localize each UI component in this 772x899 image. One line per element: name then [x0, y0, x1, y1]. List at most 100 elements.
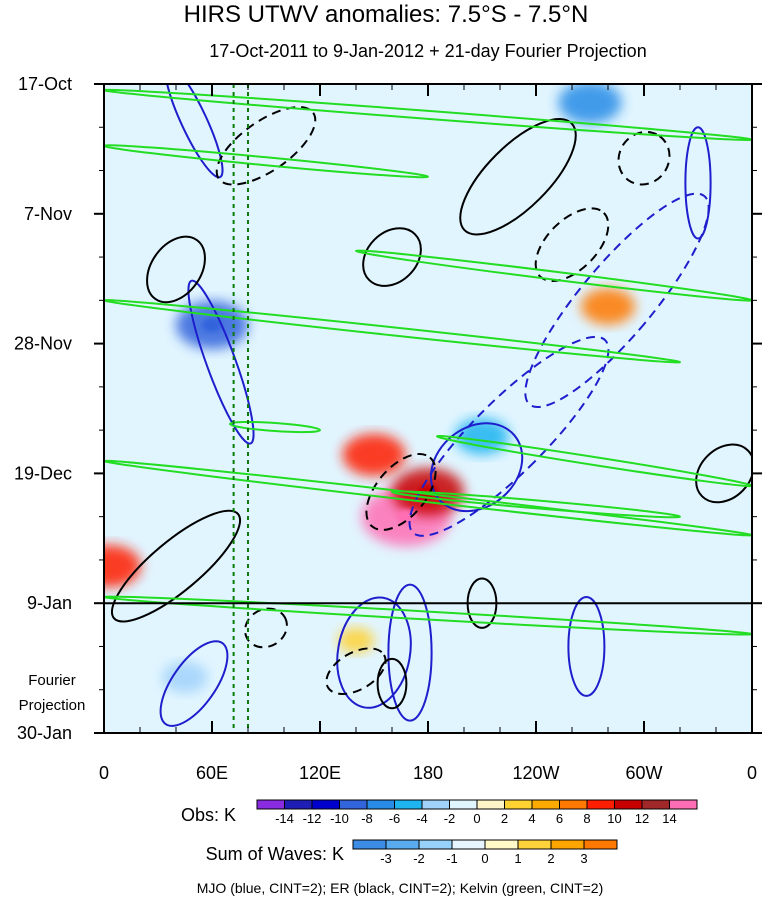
- colorbar-box: [550, 839, 585, 850]
- colorbar-box: [366, 799, 395, 810]
- colorbar-box: [614, 799, 643, 810]
- colorbar-box: [531, 799, 560, 810]
- y-tick-label: 7-Nov: [24, 204, 72, 224]
- obs-legend-label: Obs: K: [181, 805, 236, 825]
- colorbar-box: [451, 839, 486, 850]
- mjo-contour: [164, 84, 224, 179]
- mjo-contour: [408, 335, 610, 537]
- er-contour: [362, 227, 422, 287]
- x-tick-label: 0: [747, 763, 757, 783]
- colorbar-label: 1: [514, 851, 521, 866]
- colorbar-box: [559, 799, 588, 810]
- colorbar-box: [476, 799, 505, 810]
- colorbar-label: 10: [607, 811, 621, 826]
- colorbar-box: [284, 799, 313, 810]
- anomaly-feature: [337, 627, 375, 654]
- kelvin-contour: [435, 435, 752, 488]
- waves-legend-label: Sum of Waves: K: [206, 844, 344, 864]
- er-contour: [110, 509, 242, 623]
- colorbar-box: [504, 799, 533, 810]
- mjo-contour: [159, 640, 229, 727]
- chart-subtitle: 17-Oct-2011 to 9-Jan-2012 + 21-day Fouri…: [209, 41, 646, 61]
- y-tick-label: 19-Dec: [14, 463, 72, 483]
- er-contour: [534, 207, 610, 283]
- colorbar-box: [449, 799, 478, 810]
- x-tick-label: 0: [99, 763, 109, 783]
- contours-caption: MJO (blue, CINT=2); ER (black, CINT=2); …: [197, 880, 604, 896]
- colorbar-label: -6: [389, 811, 401, 826]
- y-tick-label: 17-Oct: [18, 74, 72, 94]
- colorbar-label: -12: [303, 811, 322, 826]
- mjo-contour: [336, 596, 412, 709]
- anomaly-feature: [104, 544, 141, 588]
- y-tick-label: 28-Nov: [14, 334, 72, 354]
- x-tick-label: 180: [413, 763, 443, 783]
- er-contour: [376, 657, 408, 710]
- forecast-label-line2: Projection: [19, 697, 86, 714]
- kelvin-contour: [104, 88, 752, 141]
- colorbar-box: [586, 799, 615, 810]
- anomaly-feature: [162, 661, 208, 693]
- er-contour: [325, 647, 387, 696]
- anomaly-feature: [558, 84, 622, 124]
- y-axis: 17-Oct 7-Nov 28-Nov 19-Dec 9-Jan 30-Jan: [14, 74, 762, 743]
- colorbar-label: 0: [481, 851, 488, 866]
- kelvin-contour: [390, 490, 682, 519]
- er-contour: [459, 117, 577, 236]
- x-tick-label: 60W: [625, 763, 662, 783]
- colorbar-label: 3: [580, 851, 587, 866]
- colorbar-box: [394, 799, 423, 810]
- er-contour: [695, 443, 752, 504]
- colorbar-label: -2: [413, 851, 425, 866]
- colorbar-label: 8: [583, 811, 590, 826]
- anomaly-core: [396, 509, 417, 524]
- plot-area: [104, 84, 752, 733]
- mjo-contour: [684, 126, 712, 240]
- mjo-contour: [567, 596, 606, 697]
- kelvin-contour: [228, 420, 322, 434]
- chart-title: HIRS UTWV anomalies: 7.5°S - 7.5°N: [184, 1, 589, 28]
- anomaly-feature: [580, 288, 636, 325]
- colorbar-box: [641, 799, 670, 810]
- colorbar-box: [583, 839, 618, 850]
- colorbar-label: 0: [473, 811, 480, 826]
- colorbar-label: 2: [501, 811, 508, 826]
- colorbar-label: 12: [635, 811, 649, 826]
- colorbar-box: [311, 799, 340, 810]
- waves-colorbar: -3 -2 -1 0 1 2 3: [352, 839, 618, 866]
- x-axis: 0 60E 120E 180 120W 60W 0: [99, 84, 757, 783]
- colorbar-box: [352, 839, 387, 850]
- y-tick-label: 30-Jan: [17, 723, 72, 743]
- anomaly-core: [202, 318, 222, 333]
- x-tick-label: 60E: [196, 763, 228, 783]
- colorbar-box: [339, 799, 368, 810]
- colorbar-label: -14: [275, 811, 294, 826]
- colorbar-box: [418, 839, 453, 850]
- mjo-contour: [524, 192, 710, 409]
- colorbar-box: [517, 839, 552, 850]
- colorbar-box: [484, 839, 519, 850]
- colorbar-box: [669, 799, 698, 810]
- obs-colorbar: -14 -12 -10 -8 -6 -4 -2 0 2 4 6 8 10 12 14: [256, 799, 698, 826]
- colorbar-label: 4: [528, 811, 535, 826]
- x-tick-label: 120E: [299, 763, 341, 783]
- colorbar-label: -4: [416, 811, 428, 826]
- colorbar-label: 14: [662, 811, 676, 826]
- x-tick-label: 120W: [512, 763, 559, 783]
- colorbar-label: -10: [330, 811, 349, 826]
- colorbar-label: 6: [556, 811, 563, 826]
- colorbar-box: [385, 839, 420, 850]
- mjo-contour: [387, 583, 433, 722]
- forecast-label-line1: Fourier: [28, 672, 76, 689]
- er-contour: [365, 452, 437, 531]
- colorbar-label: -2: [444, 811, 456, 826]
- colorbar-box: [256, 799, 285, 810]
- colorbar-box: [421, 799, 450, 810]
- er-contour: [146, 235, 206, 304]
- colorbar-label: 2: [547, 851, 554, 866]
- colorbar-label: -3: [380, 851, 392, 866]
- kelvin-contour: [104, 595, 752, 636]
- colorbar-label: -1: [446, 851, 458, 866]
- y-tick-label: 9-Jan: [27, 593, 72, 613]
